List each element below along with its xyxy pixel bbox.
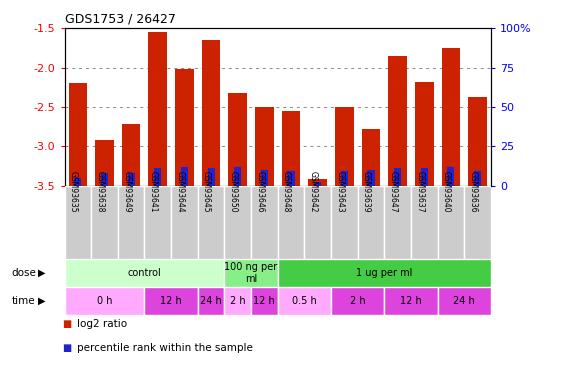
Bar — [145, 186, 171, 259]
Bar — [358, 186, 384, 259]
Bar — [91, 186, 118, 259]
Bar — [415, 82, 434, 186]
Bar — [388, 56, 407, 186]
Text: 0.5 h: 0.5 h — [292, 296, 317, 306]
Text: GSM93648: GSM93648 — [282, 171, 291, 212]
Text: 2 h: 2 h — [230, 296, 246, 306]
Bar — [287, 171, 295, 186]
Text: 1 ug per ml: 1 ug per ml — [356, 268, 412, 278]
Text: GDS1753 / 26427: GDS1753 / 26427 — [65, 13, 176, 26]
Bar — [384, 186, 411, 259]
Bar — [68, 83, 87, 186]
Bar — [208, 168, 215, 186]
Bar — [144, 287, 197, 315]
Text: ■: ■ — [62, 320, 71, 329]
Bar — [181, 167, 188, 186]
Bar — [314, 183, 321, 186]
Bar — [95, 140, 114, 186]
Bar — [171, 186, 198, 259]
Bar — [278, 186, 304, 259]
Text: percentile rank within the sample: percentile rank within the sample — [77, 343, 253, 352]
Text: 2 h: 2 h — [350, 296, 365, 306]
Bar — [127, 173, 135, 186]
Bar — [224, 186, 251, 259]
Text: GSM93638: GSM93638 — [95, 171, 104, 212]
Bar — [278, 259, 491, 287]
Text: 12 h: 12 h — [160, 296, 182, 306]
Text: GSM93650: GSM93650 — [229, 171, 238, 212]
Text: ▶: ▶ — [38, 296, 45, 306]
Bar — [394, 168, 401, 186]
Text: GSM93637: GSM93637 — [415, 171, 424, 212]
Bar — [331, 287, 384, 315]
Text: 24 h: 24 h — [200, 296, 222, 306]
Bar — [118, 186, 145, 259]
Bar — [197, 186, 224, 259]
Text: GSM93636: GSM93636 — [468, 171, 477, 212]
Text: dose: dose — [11, 268, 36, 278]
Bar — [251, 287, 278, 315]
Bar — [331, 186, 358, 259]
Bar — [474, 171, 481, 186]
Bar — [438, 186, 465, 259]
Text: GSM93643: GSM93643 — [335, 171, 344, 212]
Text: control: control — [127, 268, 162, 278]
Bar — [228, 93, 247, 186]
Text: 12 h: 12 h — [400, 296, 422, 306]
Bar — [335, 107, 353, 186]
Bar — [304, 186, 331, 259]
Bar — [362, 129, 380, 186]
Text: 24 h: 24 h — [453, 296, 475, 306]
Bar — [224, 259, 278, 287]
Bar — [65, 186, 91, 259]
Text: ▶: ▶ — [38, 268, 45, 278]
Bar — [442, 48, 460, 186]
Text: GSM93639: GSM93639 — [362, 171, 371, 212]
Bar — [367, 170, 375, 186]
Bar — [411, 186, 438, 259]
Bar — [438, 287, 491, 315]
Bar — [384, 287, 438, 315]
Text: log2 ratio: log2 ratio — [77, 320, 127, 329]
Text: time: time — [11, 296, 35, 306]
Text: 0 h: 0 h — [96, 296, 112, 306]
Bar — [224, 287, 251, 315]
Bar — [74, 178, 81, 186]
Bar — [101, 173, 108, 186]
Text: GSM93635: GSM93635 — [69, 171, 78, 212]
Text: GSM93642: GSM93642 — [309, 171, 318, 212]
Bar — [65, 287, 144, 315]
Text: GSM93641: GSM93641 — [149, 171, 158, 212]
Bar — [197, 287, 224, 315]
Bar — [175, 69, 194, 186]
Bar — [255, 107, 274, 186]
Bar — [65, 259, 224, 287]
Bar — [261, 170, 268, 186]
Bar — [341, 171, 348, 186]
Bar — [154, 168, 162, 186]
Bar — [447, 167, 454, 186]
Text: 100 ng per
ml: 100 ng per ml — [224, 262, 278, 284]
Text: GSM93644: GSM93644 — [176, 171, 185, 212]
Text: GSM93640: GSM93640 — [442, 171, 451, 212]
Bar — [421, 168, 428, 186]
Text: GSM93646: GSM93646 — [255, 171, 264, 212]
Bar — [202, 40, 220, 186]
Bar — [122, 124, 140, 186]
Bar — [278, 287, 331, 315]
Bar — [468, 98, 487, 186]
Bar — [309, 179, 327, 186]
Bar — [465, 186, 491, 259]
Bar — [251, 186, 278, 259]
Bar — [149, 32, 167, 186]
Bar — [234, 167, 241, 186]
Text: 12 h: 12 h — [254, 296, 275, 306]
Bar — [282, 111, 300, 186]
Text: GSM93647: GSM93647 — [389, 171, 398, 212]
Text: GSM93645: GSM93645 — [202, 171, 211, 212]
Text: GSM93649: GSM93649 — [122, 171, 131, 212]
Text: ■: ■ — [62, 343, 71, 352]
